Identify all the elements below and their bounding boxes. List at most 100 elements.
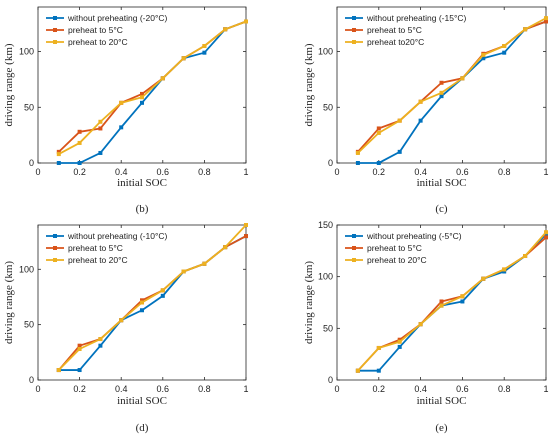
chart-2-xtick-label: 0.8 <box>198 384 211 394</box>
chart-2-series-2-point <box>244 223 248 227</box>
chart-3-series-2-point <box>397 339 402 344</box>
chart-1-series-2-point <box>481 52 486 57</box>
chart-1-legend: without preheating (-15°C) preheat to 5°C… <box>345 13 466 47</box>
chart-1-legend-marker-1 <box>352 28 356 32</box>
chart-1-series-0-point <box>481 56 486 61</box>
chart-1-series-2-point <box>439 90 444 95</box>
chart-0-series-1-point <box>98 126 103 131</box>
chart-0-series-2-point <box>140 95 144 100</box>
chart-0-xtick-label: 0.4 <box>115 167 128 177</box>
chart-1-xtick-label: 0.2 <box>373 167 386 177</box>
chart-3-ytick-label: 100 <box>318 272 333 282</box>
chart-3-series-2-point <box>418 322 423 327</box>
chart-1-legend-marker-2 <box>352 40 356 44</box>
chart-2-legend-marker-1 <box>53 246 57 250</box>
chart-0-series-2-point <box>98 119 103 124</box>
chart-2-series-2-point <box>56 368 61 373</box>
chart-3-series-0-point <box>544 232 548 237</box>
chart-1-legend-label-1: preheat to 5°C <box>367 25 422 35</box>
chart-3-series-0 <box>355 232 548 373</box>
chart-0-series-0-point <box>119 125 124 130</box>
chart-2-legend-label-0: without preheating (-10°C) <box>67 231 167 241</box>
chart-0-xtick-label: 0.6 <box>157 167 170 177</box>
chart-0-ytick-label: 0 <box>29 158 34 168</box>
chart-1-series-2-point <box>460 76 465 81</box>
chart-1-series-1-point <box>439 80 444 85</box>
chart-2-series-2-point <box>202 261 207 266</box>
chart-1-series-1-point <box>376 126 381 131</box>
chart-0-legend-marker-1 <box>53 28 57 32</box>
chart-3-legend-marker-2 <box>352 258 356 262</box>
chart-0-series-2-point <box>160 76 165 81</box>
chart-3-series-0-point <box>460 299 465 304</box>
chart-2-xtick-label: 0 <box>35 384 40 394</box>
chart-3-series-0-point <box>502 269 507 274</box>
chart-0-series-0-point <box>140 100 144 105</box>
chart-0-series-2-point <box>56 152 61 157</box>
chart-0-series-1-point <box>56 149 61 154</box>
chart-2-axes-box <box>37 224 247 381</box>
chart-2-series-1-point <box>140 298 144 303</box>
chart-2-xtick-label: 0.6 <box>157 384 170 394</box>
chart-3-series-2-line <box>357 231 547 372</box>
chart-2-series-1-point <box>77 343 82 348</box>
chart-0-xtick-label: 0.2 <box>73 167 86 177</box>
chart-3-ytick-label: 150 <box>318 220 333 230</box>
chart-1-xtick-label: 0 <box>334 167 339 177</box>
chart-0-series-0-point <box>56 161 61 165</box>
chart-2-legend: without preheating (-10°C) preheat to 5°C… <box>46 231 167 265</box>
chart-0-xtick-label: 0 <box>35 167 40 177</box>
chart-3-series-0-point <box>376 368 381 373</box>
chart-0: 0 0.2 0.4 0.6 0.8 1 0 50 100 initial SOC driving r… <box>3 6 249 215</box>
chart-3-legend-marker-1 <box>352 246 356 250</box>
chart-0-series-2-point <box>77 140 82 145</box>
chart-0-series-0-point <box>202 50 207 55</box>
chart-0-legend-marker-2 <box>53 40 57 44</box>
chart-2-legend-label-2: preheat to 20°C <box>68 255 128 265</box>
chart-3-series-2-point <box>355 368 360 373</box>
chart-0-series-2-line <box>58 20 247 155</box>
chart-1-series-2-point <box>397 118 402 123</box>
chart-2-xtick-label: 1 <box>243 384 248 394</box>
chart-2-series-2-point <box>223 245 228 250</box>
chart-2-series-2-point <box>119 318 124 323</box>
chart-0-xlabel: initial SOC <box>117 177 167 189</box>
chart-3-series-1-point <box>397 337 402 342</box>
chart-1-ytick-label: 100 <box>318 47 333 57</box>
chart-3-series-2 <box>355 230 548 373</box>
chart-1-xtick-label: 1 <box>543 167 548 177</box>
chart-0-caption: (b) <box>136 203 149 215</box>
chart-3-xtick-label: 1 <box>543 384 548 394</box>
chart-0-series-0-line <box>58 20 247 164</box>
chart-3-series-2-point <box>544 230 548 235</box>
chart-3-ylabel: driving range (km) <box>303 261 315 344</box>
chart-1-series-2-point <box>523 27 528 32</box>
chart-3-legend-label-2: preheat to 20°C <box>367 255 427 265</box>
chart-0-legend-label-1: preheat to 5°C <box>68 25 123 35</box>
chart-3: 0 0.2 0.4 0.6 0.8 1 0 50 100 150 initial SOC drivin… <box>303 220 549 434</box>
chart-0-series-2-point <box>223 27 228 32</box>
chart-2-series-2-point <box>140 300 144 305</box>
chart-2-legend-label-1: preheat to 5°C <box>68 243 123 253</box>
chart-2-xlabel: initial SOC <box>117 395 167 407</box>
chart-1-xtick-label: 0.6 <box>456 167 469 177</box>
chart-1-series-2 <box>355 16 548 155</box>
chart-3-legend: without preheating (-5°C) preheat to 5°C p… <box>345 231 462 265</box>
chart-1-series-2-point <box>376 130 381 135</box>
chart-2-series-2-point <box>181 269 186 274</box>
chart-2-series-0-point <box>140 308 144 313</box>
chart-2-series-2 <box>56 223 248 373</box>
chart-3-series-2-point <box>502 267 507 272</box>
chart-2-legend-marker-2 <box>53 258 57 262</box>
chart-1-ytick-label: 50 <box>323 102 333 112</box>
chart-0-series-2-point <box>119 100 124 105</box>
chart-2-legend-marker-0 <box>53 234 57 238</box>
chart-3-series-2-point <box>460 294 465 299</box>
chart-0-legend: without preheating (-20°C) preheat to 5°C… <box>46 13 167 47</box>
chart-3-ytick-label: 0 <box>328 375 333 385</box>
chart-0-series-2-point <box>181 56 186 61</box>
chart-2: 0 0.2 0.4 0.6 0.8 1 0 50 100 initial SOC driving r… <box>3 223 249 434</box>
chart-1-series-2-point <box>355 150 360 155</box>
chart-2-ytick-label: 0 <box>29 375 34 385</box>
